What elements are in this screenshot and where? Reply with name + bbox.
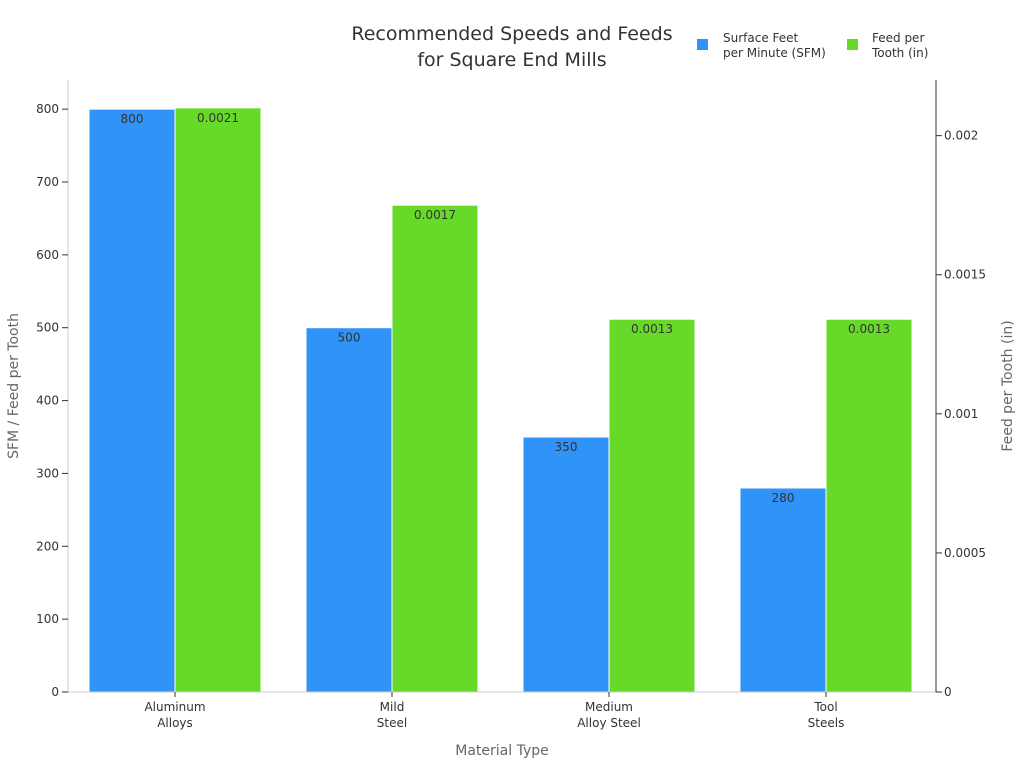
- bar-sfm-3: [739, 487, 827, 693]
- data-labels-group: 800 0.0021 500 0.0017 350 0.0013 280 0.0013: [121, 111, 890, 505]
- y-tick-label-6: 600: [36, 248, 59, 262]
- x-tick-label-1-line-0: Mild: [380, 700, 405, 714]
- data-label-feed-1: 0.0017: [414, 208, 456, 222]
- y2-tick-label-1: 0.0005: [944, 546, 986, 560]
- x-axis-ticks: Aluminum Alloys Mild Steel Medium Alloy Steel…: [144, 692, 844, 730]
- bar-feed-0: [174, 107, 262, 693]
- data-label-sfm-3: 280: [772, 491, 795, 505]
- chart-title-line-1: Recommended Speeds and Feeds: [351, 23, 672, 45]
- y-tick-label-8: 800: [36, 102, 59, 116]
- y-tick-label-3: 300: [36, 466, 59, 480]
- bar-feed-3: [825, 318, 913, 693]
- y-axis-right-ticks: 0 0.0005 0.001 0.0015 0.002: [936, 129, 986, 699]
- legend-swatch-feed: [847, 39, 858, 50]
- data-label-feed-0: 0.0021: [197, 111, 239, 125]
- y2-tick-label-4: 0.002: [944, 129, 978, 143]
- y-axis-left-label: SFM / Feed per Tooth: [6, 313, 22, 459]
- data-label-sfm-2: 350: [555, 440, 578, 454]
- legend-label-sfm-line-1: Surface Feet: [723, 31, 799, 45]
- data-label-feed-3: 0.0013: [848, 322, 890, 336]
- x-tick-label-1-line-1: Steel: [377, 716, 407, 730]
- x-tick-label-0-line-1: Alloys: [157, 716, 193, 730]
- y2-tick-label-0: 0: [944, 685, 952, 699]
- bar-sfm-1: [305, 327, 393, 693]
- legend-label-feed-line-1: Feed per: [872, 31, 924, 45]
- y-tick-label-0: 0: [51, 685, 59, 699]
- data-label-sfm-0: 800: [121, 112, 144, 126]
- y2-tick-label-2: 0.001: [944, 407, 978, 421]
- x-tick-label-2-line-0: Medium: [585, 700, 633, 714]
- x-tick-label-2-line-1: Alloy Steel: [577, 716, 641, 730]
- y-axis-left-ticks: 0 100 200 300 400 500 600 700 800: [36, 102, 68, 699]
- bar-sfm-0: [88, 108, 176, 693]
- x-tick-label-0-line-0: Aluminum: [144, 700, 205, 714]
- legend-label-sfm-line-2: per Minute (SFM): [723, 46, 826, 60]
- x-axis-label: Material Type: [455, 743, 548, 759]
- chart-title-line-2: for Square End Mills: [417, 49, 606, 71]
- y-tick-label-5: 500: [36, 321, 59, 335]
- y2-tick-label-3: 0.0015: [944, 268, 986, 282]
- x-tick-label-3-line-1: Steels: [808, 716, 845, 730]
- y-tick-label-1: 100: [36, 612, 59, 626]
- legend-label-feed-line-2: Tooth (in): [871, 46, 928, 60]
- legend: Surface Feet per Minute (SFM) Feed per T…: [697, 31, 928, 60]
- data-label-feed-2: 0.0013: [631, 322, 673, 336]
- bars-group: [88, 107, 913, 693]
- x-tick-label-3-line-0: Tool: [813, 700, 837, 714]
- y-tick-label-7: 700: [36, 175, 59, 189]
- legend-swatch-sfm: [697, 39, 708, 50]
- bar-sfm-2: [522, 436, 610, 693]
- y-axis-right-label: Feed per Tooth (in): [1000, 320, 1016, 451]
- y-tick-label-2: 200: [36, 539, 59, 553]
- y-tick-label-4: 400: [36, 394, 59, 408]
- bar-feed-2: [608, 318, 696, 693]
- bar-feed-1: [391, 204, 479, 693]
- data-label-sfm-1: 500: [338, 331, 361, 345]
